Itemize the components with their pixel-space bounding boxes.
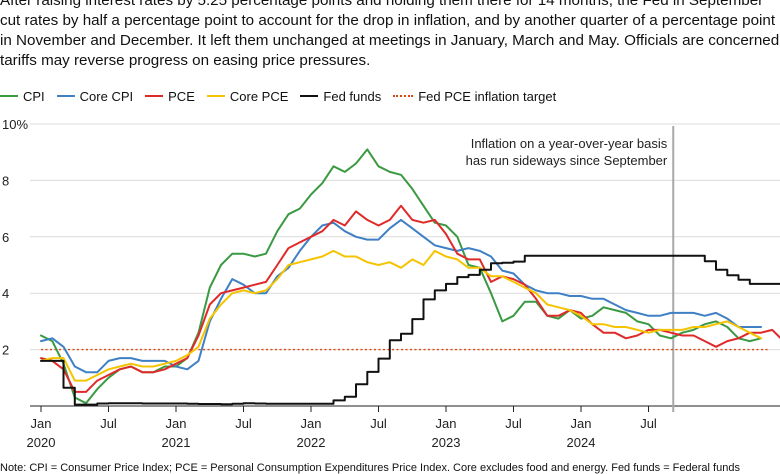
core-cpi-line [40,218,762,374]
x-tick-label-36: Jan [436,416,457,431]
intro-line-1: After raising interest rates by 5.25 per… [0,0,764,9]
y-tick-label-6: 6 [2,230,9,245]
annotation-text-line-2: has run sideways since September [466,153,668,168]
legend-item-target: Fed PCE inflation target [393,89,556,104]
cpi-line [40,148,762,405]
legend-label-core-pce: Core PCE [229,88,289,104]
x-tick-label-0: Jan [31,416,52,431]
y-tick-label-4: 4 [2,286,9,301]
legend-swatch-pce [145,95,164,97]
x-tick-label-24: Jan [301,416,322,431]
x-year-label-2021: 2021 [162,435,191,450]
legend-swatch-fed-funds [300,95,319,97]
x-tick-label-48: Jan [571,416,592,431]
chart-footnote: Note: CPI = Consumer Price Index; PCE = … [0,462,740,474]
fed-funds-line [40,254,780,406]
legend-label-fed-funds: Fed funds [323,88,382,104]
chart-legend: CPI Core CPI PCE Core PCE Fed funds Fed … [0,87,568,105]
intro-line-3: in November and December. It left them u… [0,32,780,49]
legend-item-core-cpi: Core CPI [56,88,134,104]
legend-label-target: Fed PCE inflation target [418,88,557,104]
intro-line-2: cut rates by half a percentage point to … [0,12,776,29]
x-year-label-2020: 2020 [27,435,56,450]
pce-line [40,204,780,393]
legend-swatch-cpi [0,95,18,97]
legend-label-pce: PCE [168,88,195,104]
x-tick-label-42: Jul [505,416,522,431]
x-year-label-2024: 2024 [567,435,596,450]
legend-item-cpi: CPI [0,89,45,104]
y-tick-label-8: 8 [2,173,9,188]
y-tick-label-10: 10% [2,117,28,132]
x-year-label-2022: 2022 [297,435,326,450]
intro-line-4: tariffs may reverse progress on easing p… [0,52,371,69]
legend-label-core-cpi: Core CPI [79,88,134,104]
legend-item-pce: PCE [145,89,195,104]
x-year-label-2023: 2023 [432,435,461,450]
core-pce-line [40,249,762,382]
legend-label-cpi: CPI [23,88,45,104]
legend-swatch-target [393,95,414,97]
legend-item-core-pce: Core PCE [206,88,289,104]
x-tick-label-54: Jul [640,416,657,431]
x-tick-label-18: Jul [235,416,252,431]
inflation-chart: 2 4 6 8 10% Jan 2020 Jul Jan 2021 Jul Jan 2022 Jul Jan… [2,117,780,450]
legend-item-fed-funds: Fed funds [300,89,381,104]
x-tick-label-12: Jan [166,416,187,431]
y-tick-label-2: 2 [2,343,9,358]
x-tick-label-30: Jul [370,416,387,431]
intro-paragraph: After raising interest rates by 5.25 per… [0,0,780,71]
legend-swatch-core-cpi [56,95,75,97]
x-tick-label-6: Jul [100,416,117,431]
annotation-text-line-1: Inflation on a year-over-year basis [471,136,668,151]
legend-swatch-core-pce [206,95,225,97]
